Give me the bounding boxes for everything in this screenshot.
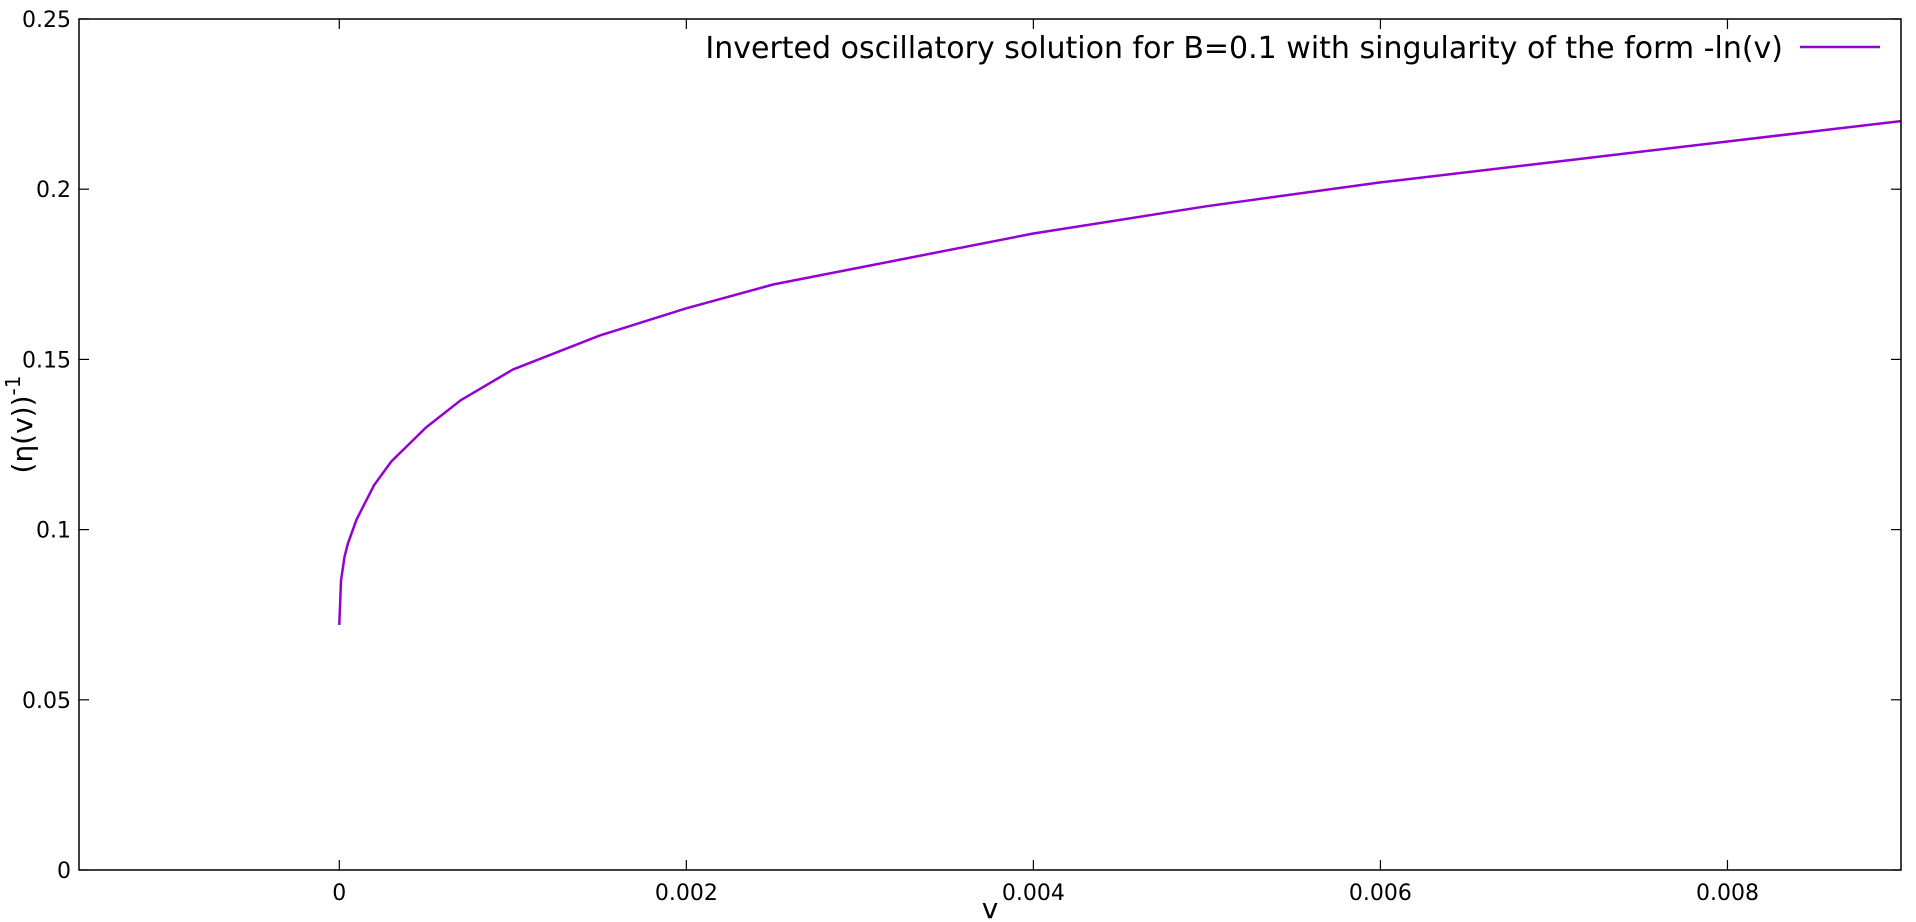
y-axis-label-superscript: -1 <box>1 376 25 396</box>
y-axis-label-main: (η(v)) <box>6 395 39 473</box>
legend: Inverted oscillatory solution for B=0.1 … <box>705 31 1880 66</box>
x-tick-label: 0 <box>332 881 346 906</box>
y-tick-label: 0.15 <box>22 348 71 373</box>
y-tick-label: 0.1 <box>36 519 71 544</box>
y-axis-ticks: 0 0.05 0.1 0.15 0.2 0.25 <box>22 8 1901 884</box>
x-tick-label: 0.006 <box>1349 881 1412 906</box>
x-tick-label: 0.004 <box>1002 881 1065 906</box>
legend-label: Inverted oscillatory solution for B=0.1 … <box>705 31 1783 66</box>
series-line <box>338 119 1902 625</box>
x-axis-ticks: 0 0.002 0.004 0.006 0.008 <box>332 19 1759 906</box>
y-tick-label: 0.05 <box>22 689 71 714</box>
plot-frame <box>78 18 1902 871</box>
x-tick-label: 0.002 <box>655 881 718 906</box>
y-axis-label: (η(v))-1 <box>1 376 39 474</box>
y-tick-label: 0.25 <box>22 8 71 33</box>
y-tick-label: 0.2 <box>36 178 71 203</box>
y-tick-label: 0 <box>57 859 71 884</box>
x-axis-label: v <box>982 892 999 922</box>
x-tick-label: 0.008 <box>1696 881 1759 906</box>
